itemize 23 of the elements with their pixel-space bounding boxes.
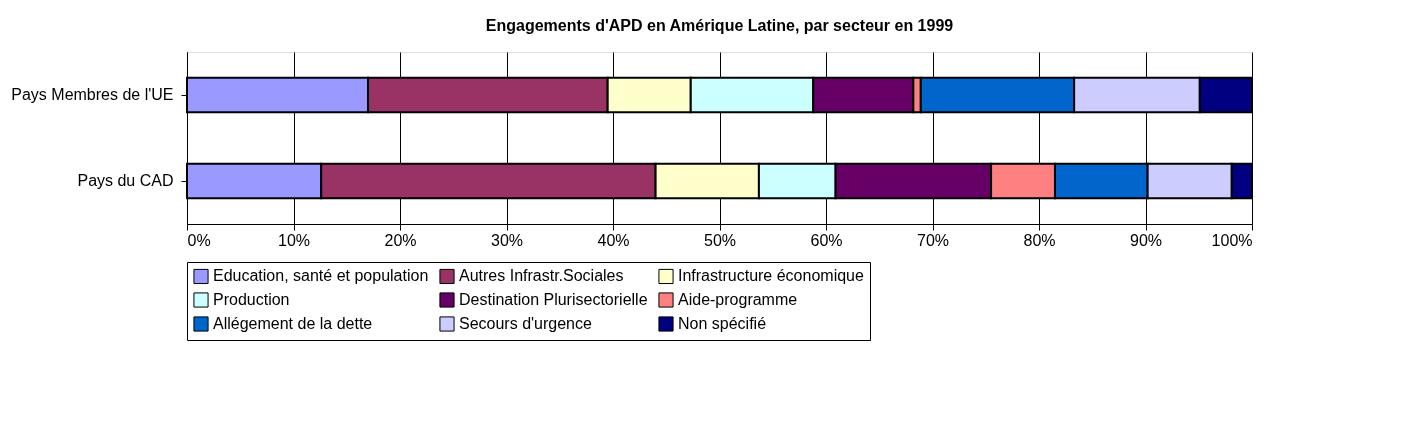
- x-tick-label: 0%: [187, 231, 211, 249]
- legend-label: Autres Infrastr.Sociales: [459, 267, 624, 285]
- x-tick-label: 20%: [384, 231, 417, 249]
- legend-label: Education, santé et population: [213, 267, 429, 285]
- x-tick-label: 90%: [1129, 231, 1163, 249]
- x-tick-label: 60%: [810, 231, 843, 249]
- y-tick-label: Pays du CAD: [77, 172, 174, 189]
- chart-title: Engagements d'APD en Amérique Latine, par secteur en 1999: [485, 17, 954, 34]
- x-tick-label: 100%: [1211, 231, 1253, 249]
- x-tick-label: 80%: [1023, 231, 1056, 249]
- legend-label: Non spécifié: [678, 315, 767, 332]
- x-tick-label: 10%: [277, 231, 311, 249]
- legend-label: Infrastructure économique: [678, 267, 864, 285]
- x-tick-label: 30%: [490, 231, 524, 249]
- x-tick-label: 50%: [703, 231, 737, 249]
- legend-label: Destination Plurisectorielle: [459, 291, 648, 308]
- legend-label: Aide-programme: [678, 291, 798, 308]
- legend-label: Production: [213, 291, 290, 308]
- x-tick-label: 40%: [597, 231, 630, 249]
- y-tick-label: Pays Membres de l'UE: [11, 86, 174, 103]
- x-tick-label: 70%: [916, 231, 950, 249]
- legend-label: Secours d'urgence: [459, 315, 593, 332]
- legend-label: Allégement de la dette: [213, 315, 373, 332]
